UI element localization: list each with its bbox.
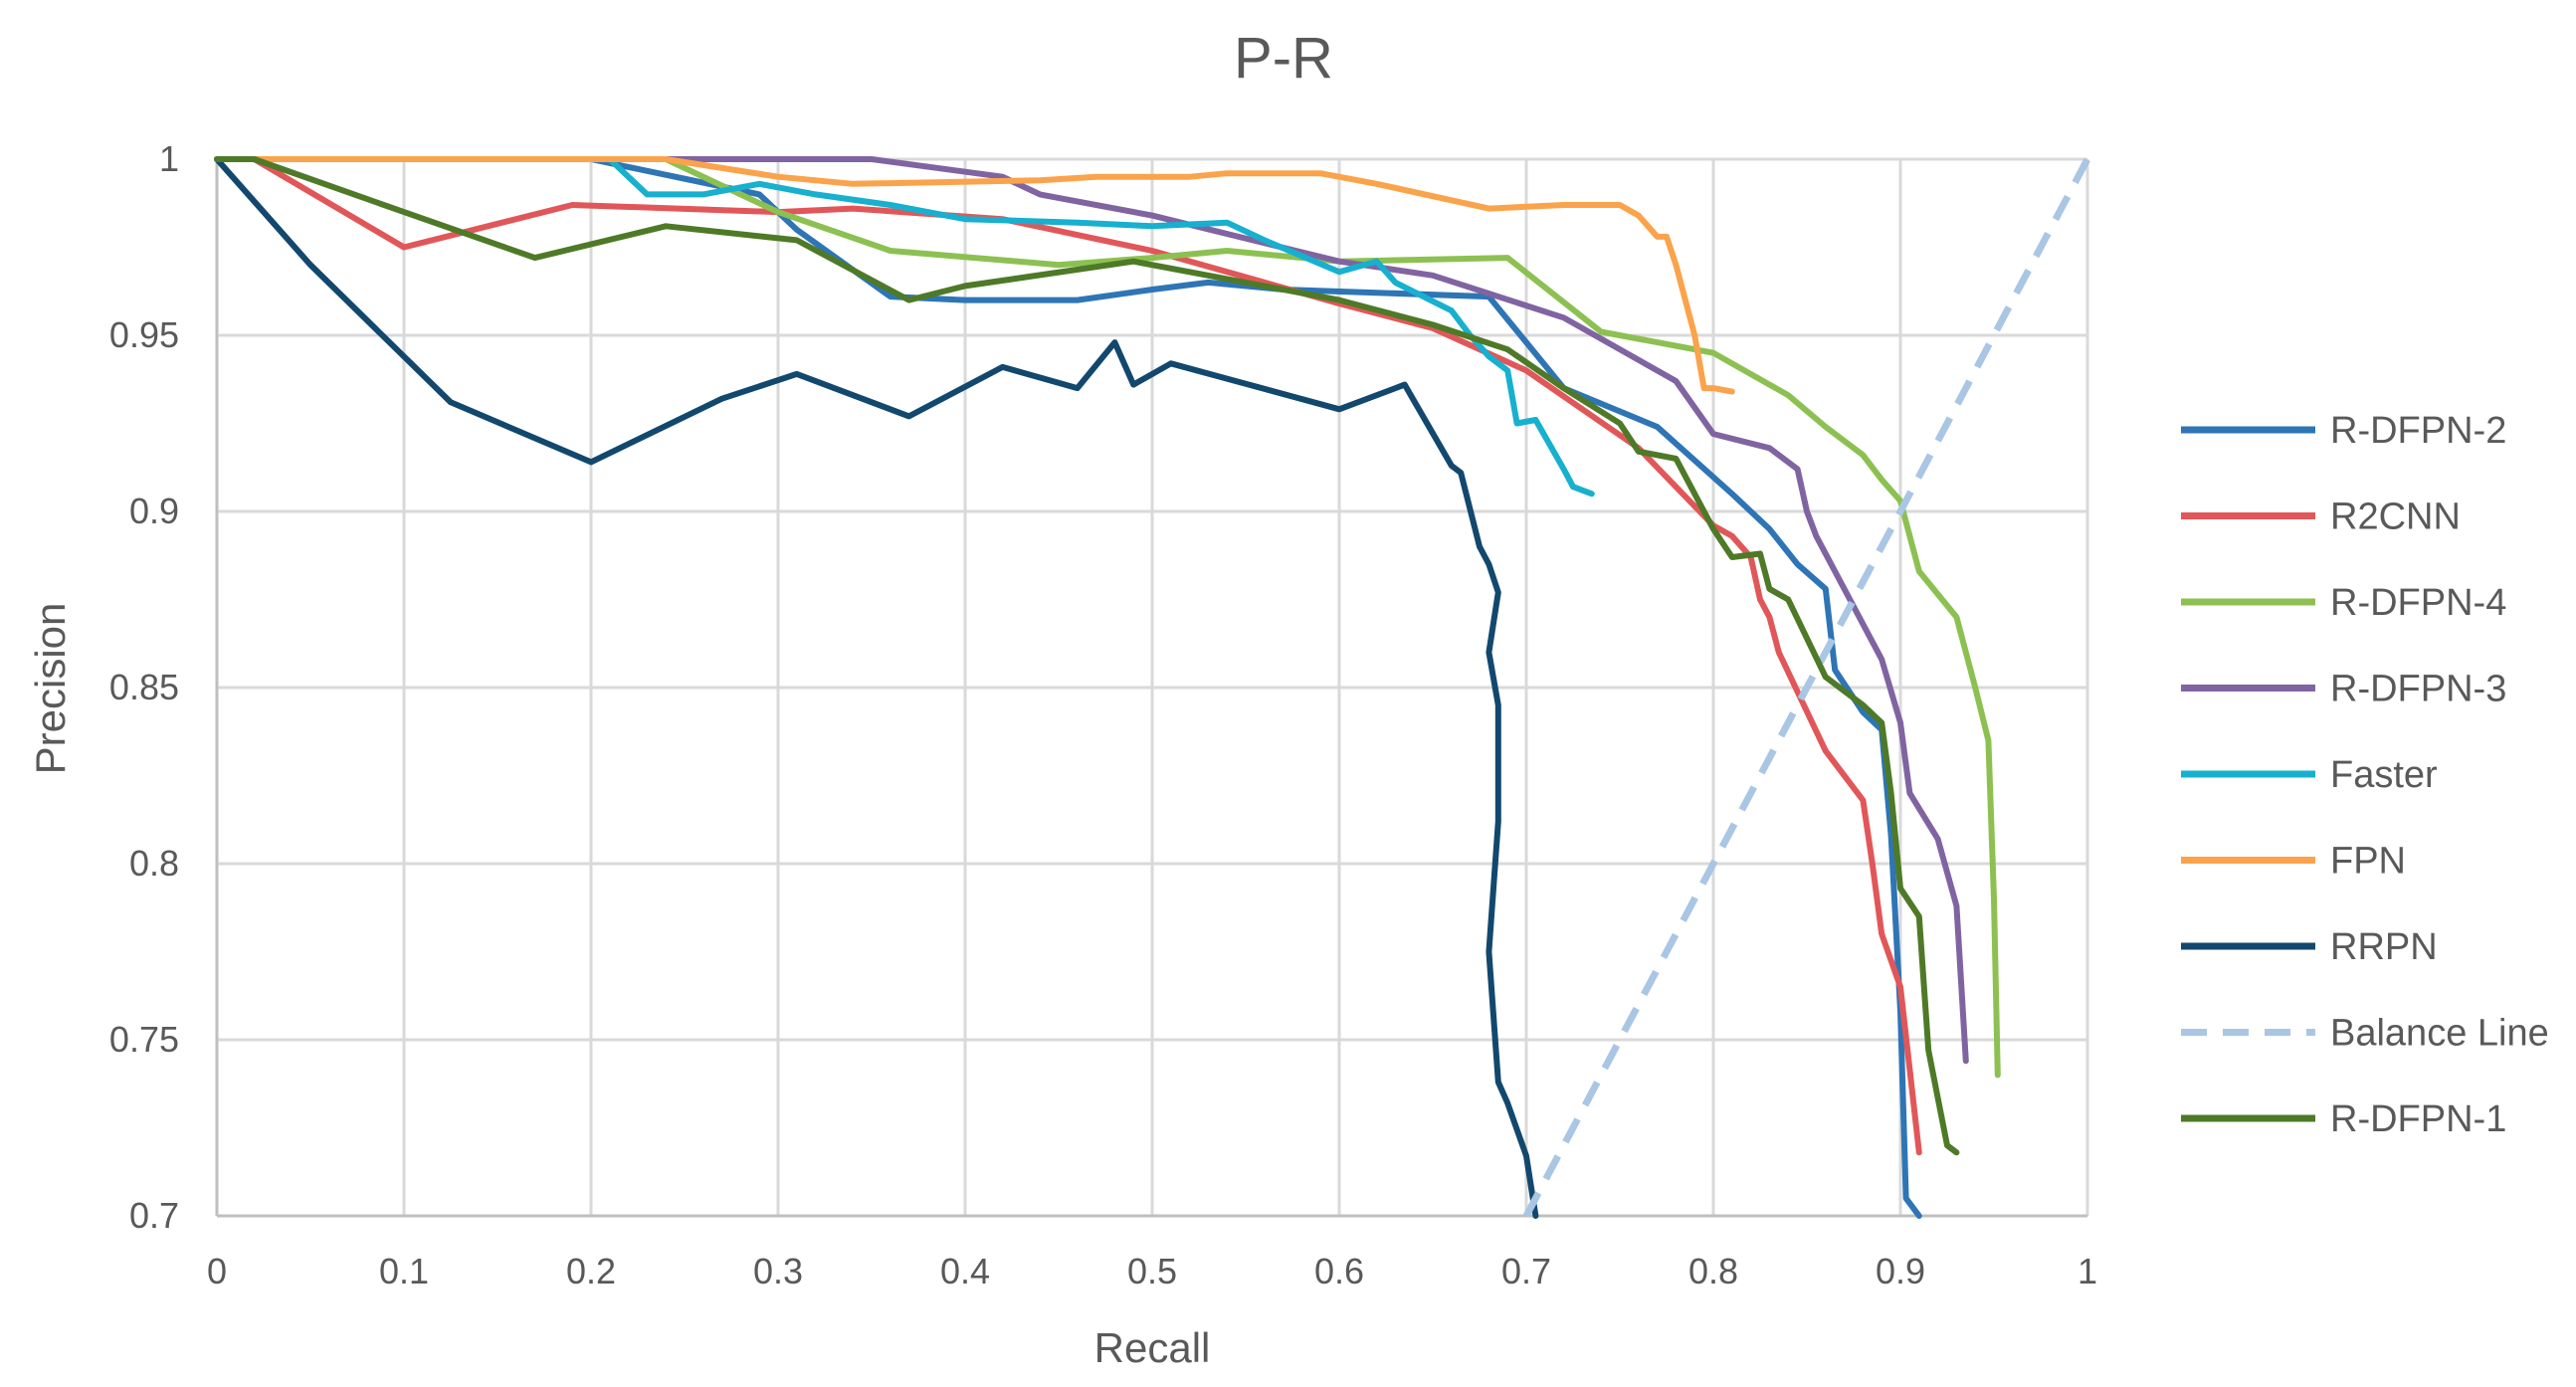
legend-label-balance-line: Balance Line xyxy=(2330,1013,2549,1055)
x-axis-title: Recall xyxy=(1094,1324,1211,1371)
series-line-r-dfpn-2 xyxy=(214,156,1922,1219)
series-lines xyxy=(214,156,2091,1219)
y-tick-label: 0.85 xyxy=(109,667,179,707)
y-tick-label: 0.8 xyxy=(129,843,179,884)
x-tick-label: 0.6 xyxy=(1314,1251,1364,1291)
x-tick-label: 1 xyxy=(2078,1251,2097,1291)
chart-title: P-R xyxy=(1234,26,1333,91)
x-tick-label: 0.3 xyxy=(753,1251,803,1291)
axes: 0.7 0.75 0.8 0.85 0.9 0.95 1 0 0.1 0.2 0.3 0.4 0.5 0.… xyxy=(109,138,2097,1291)
y-tick-label: 0.9 xyxy=(129,491,179,531)
legend-label-rrpn: RRPN xyxy=(2330,926,2438,968)
series-line-balance-line xyxy=(1522,157,2091,1218)
series-line-r2cnn xyxy=(214,156,1922,1156)
x-tick-label: 0.8 xyxy=(1688,1251,1738,1291)
x-tick-label: 0.2 xyxy=(566,1251,616,1291)
y-axis-title: Precision xyxy=(27,603,74,775)
series-line-r-dfpn-1 xyxy=(214,156,1960,1156)
series-line-fpn xyxy=(214,156,1735,395)
legend-label-r-dfpn-4: R-DFPN-4 xyxy=(2330,582,2506,624)
y-tick-label: 0.75 xyxy=(109,1019,179,1060)
legend-label-faster: Faster xyxy=(2330,754,2438,796)
x-tick-label: 0 xyxy=(207,1251,227,1291)
series-line-faster xyxy=(606,156,1595,497)
y-tick-label: 0.7 xyxy=(129,1195,179,1236)
series-line-r-dfpn-3 xyxy=(214,156,1969,1065)
x-tick-label: 0.5 xyxy=(1127,1251,1177,1291)
legend-label-r-dfpn-2: R-DFPN-2 xyxy=(2330,410,2506,452)
series-line-rrpn xyxy=(214,156,1539,1219)
legend-label-r-dfpn-1: R-DFPN-1 xyxy=(2330,1098,2506,1140)
x-tick-label: 0.9 xyxy=(1876,1251,1925,1291)
y-tick-label: 1 xyxy=(159,138,179,179)
legend-label-fpn: FPN xyxy=(2330,841,2406,883)
legend-label-r-dfpn-3: R-DFPN-3 xyxy=(2330,669,2506,710)
y-tick-label: 0.95 xyxy=(109,314,179,355)
x-tick-label: 0.7 xyxy=(1501,1251,1551,1291)
legend: R-DFPN-2 R2CNN R-DFPN-4 R-DFPN-3 Faster FPN RR… xyxy=(2181,410,2549,1140)
x-tick-label: 0.1 xyxy=(379,1251,429,1291)
legend-label-r2cnn: R2CNN xyxy=(2330,496,2461,538)
x-tick-label: 0.4 xyxy=(940,1251,990,1291)
